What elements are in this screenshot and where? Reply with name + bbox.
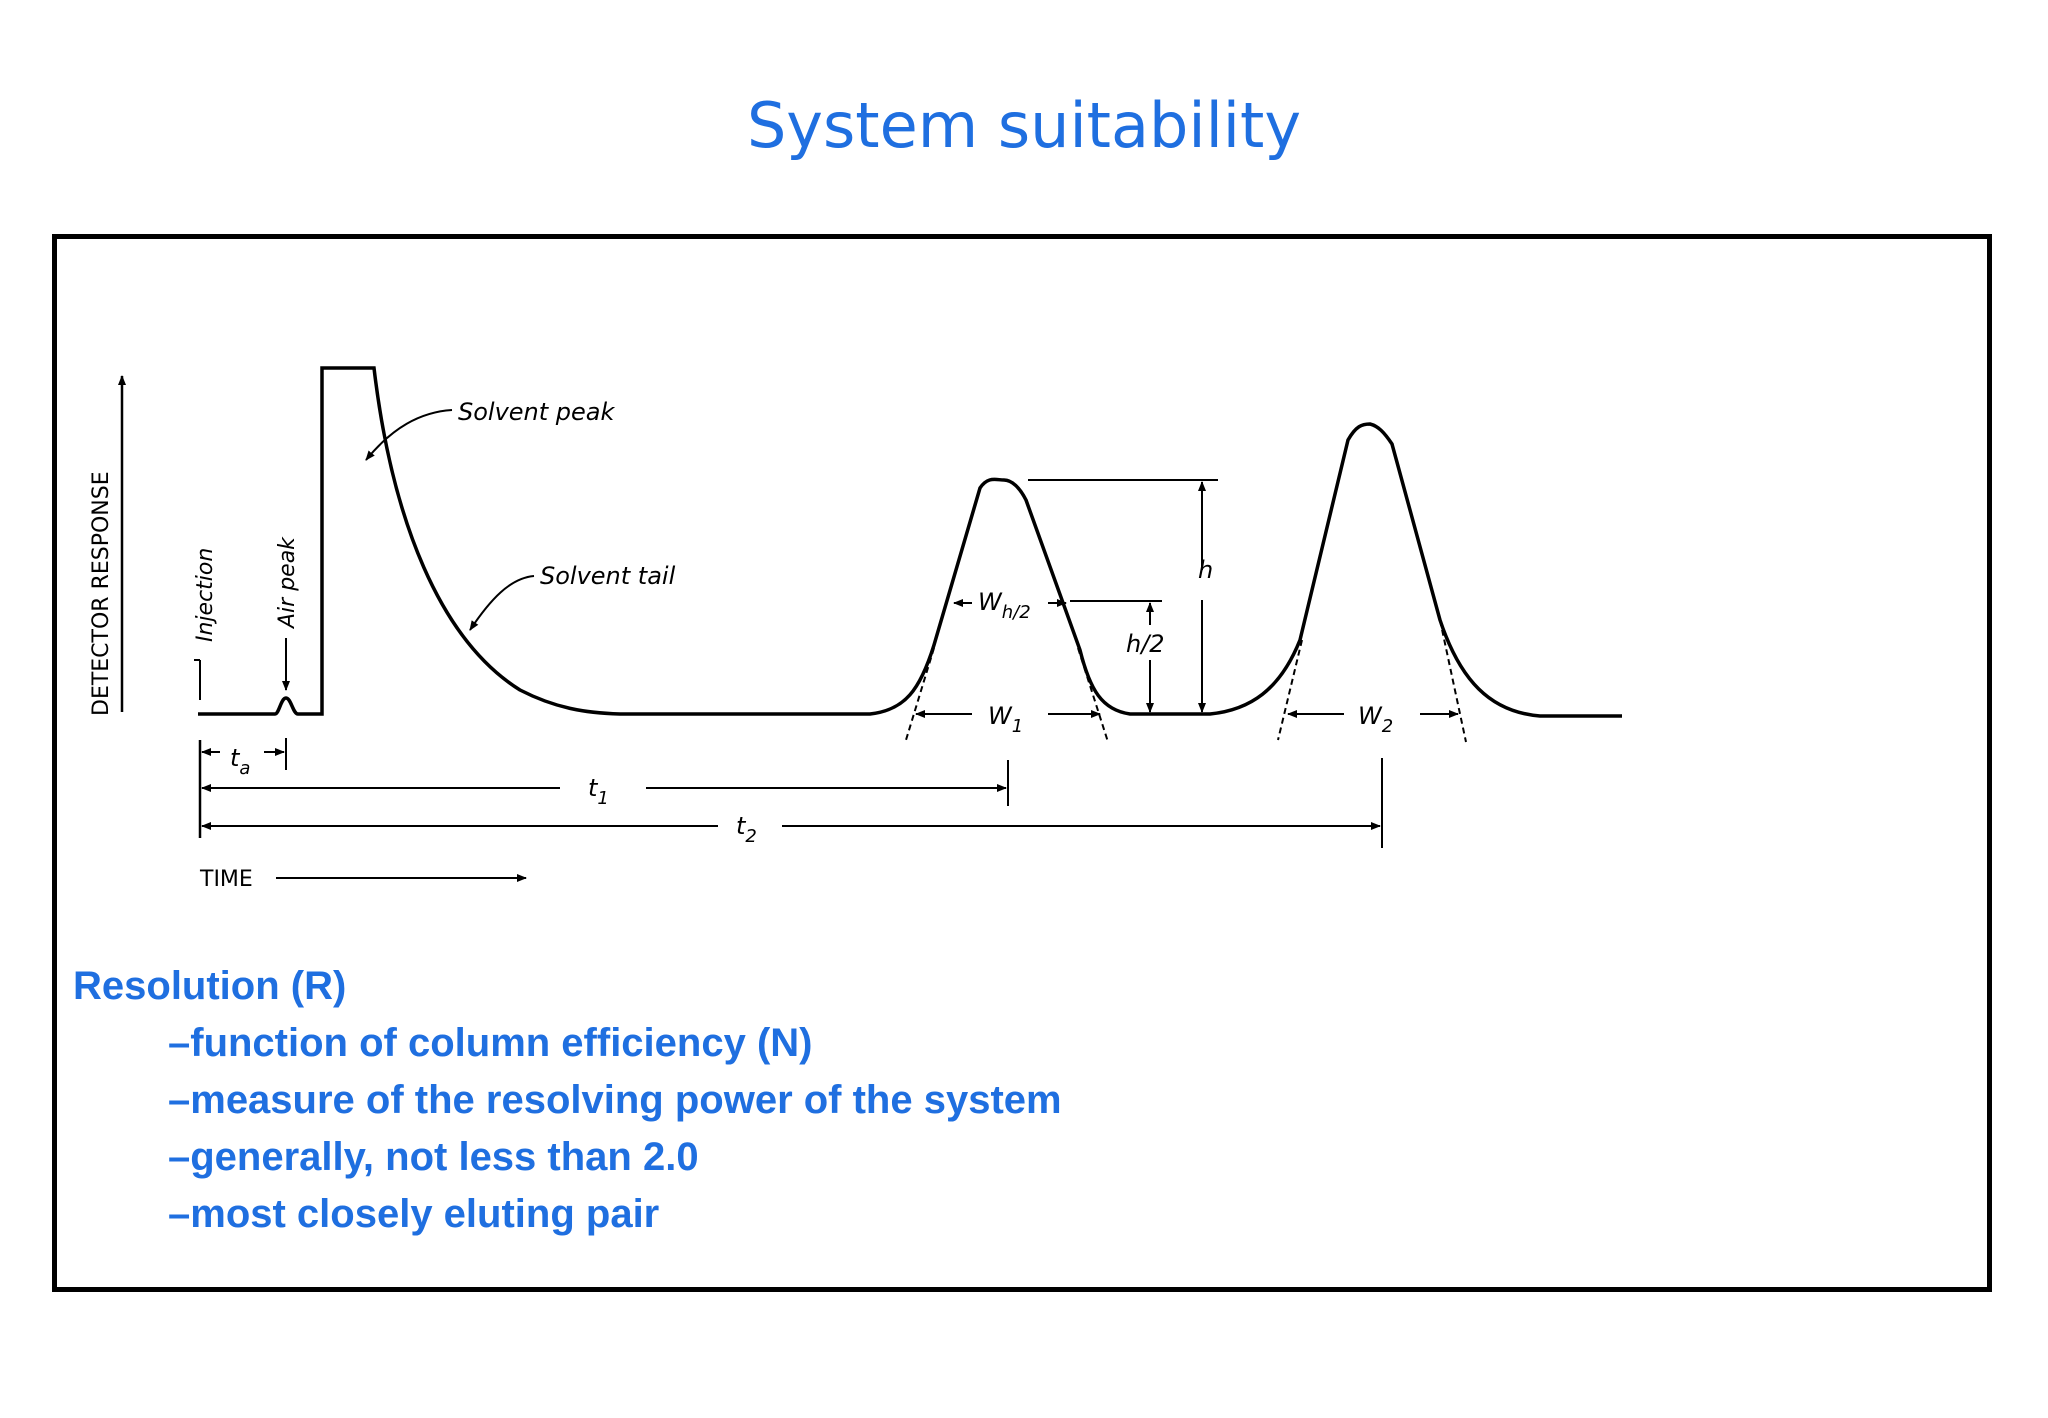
ta-label: ta	[230, 744, 250, 779]
peak2-tangent-right	[1439, 619, 1467, 743]
wh2-label: Wh/2	[978, 588, 1031, 623]
half-height-label: h/2	[1126, 630, 1165, 658]
solvent-tail-label: Solvent tail	[540, 562, 676, 590]
slide-title: System suitability	[746, 89, 1302, 162]
t2-label: t2	[736, 812, 757, 847]
diagram-frame	[52, 234, 1992, 1292]
peak1-tangent-right	[1077, 647, 1109, 743]
notes-bullet: –function of column efficiency (N)	[168, 1021, 813, 1065]
w1-label: W1	[988, 702, 1023, 737]
y-axis-label: DETECTOR RESPONSE	[89, 471, 114, 716]
height-label: h	[1198, 556, 1213, 584]
injection-label: Injection	[193, 548, 218, 642]
resolution-notes: Resolution (R) –function of column effic…	[73, 958, 1062, 1243]
notes-bullet: –measure of the resolving power of the s…	[168, 1078, 1062, 1122]
peak1-tangent-left	[905, 647, 935, 741]
solvent-peak-leader	[365, 409, 453, 461]
chromatogram-trace	[198, 366, 1622, 718]
t1-label: t1	[588, 774, 609, 809]
notes-bullet: –most closely eluting pair	[168, 1192, 660, 1236]
w2-label: W2	[1358, 702, 1393, 737]
peak2-tangent-left	[1277, 639, 1303, 741]
notes-heading: Resolution (R)	[73, 964, 347, 1008]
notes-bullet: –generally, not less than 2.0	[168, 1135, 699, 1179]
solvent-tail-leader	[469, 575, 535, 631]
solvent-peak-label: Solvent peak	[458, 398, 616, 426]
x-axis-label: TIME	[199, 867, 253, 892]
air-peak-label: Air peak	[275, 536, 300, 630]
